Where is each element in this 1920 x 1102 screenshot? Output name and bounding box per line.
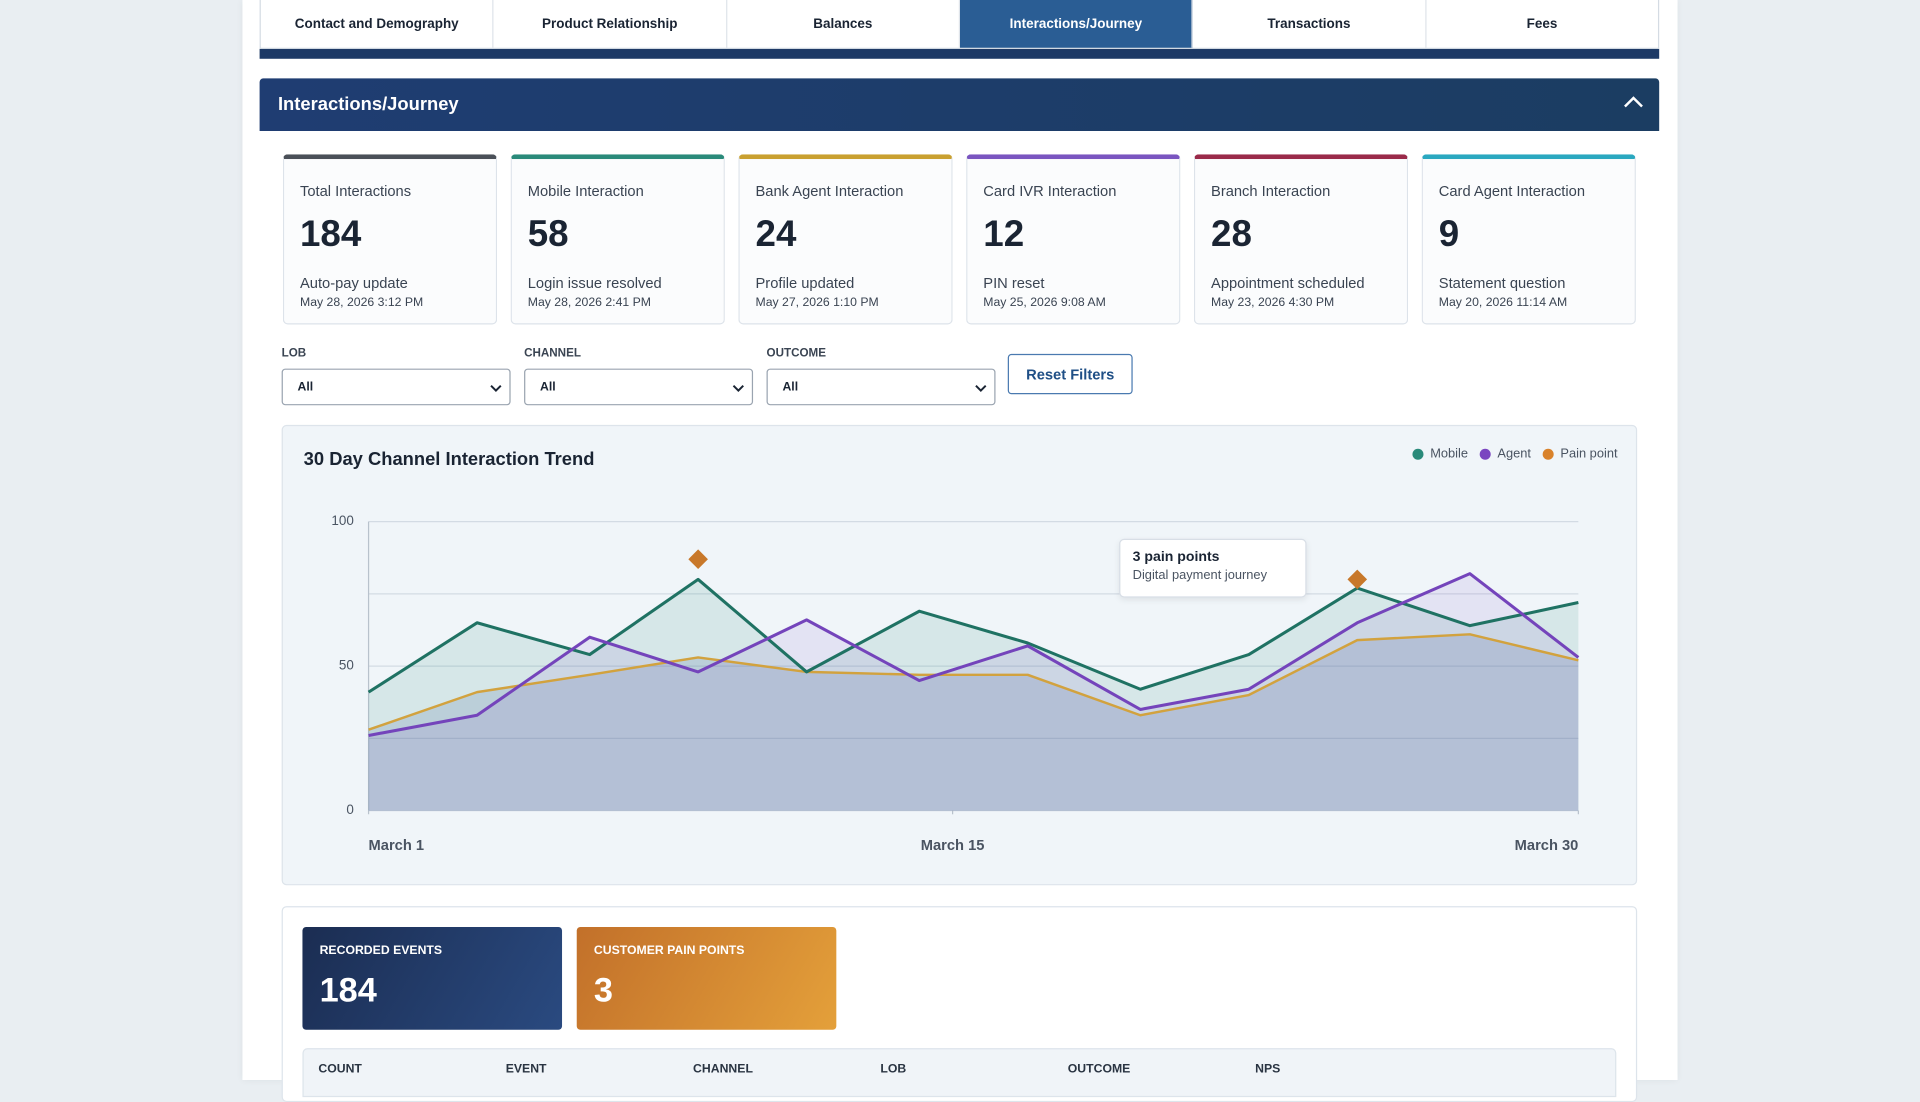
tab[interactable]: Balances: [727, 0, 960, 48]
kpi-label: Bank Agent Interaction: [755, 182, 904, 200]
kpi-label: Branch Interaction: [1211, 182, 1331, 200]
kpi-date: May 20, 2026 11:14 AM: [1438, 296, 1568, 310]
summary-label: RECORDED EVENTS: [319, 944, 443, 958]
kpi-card: Mobile Interaction 58 Login issue resolved…: [510, 154, 725, 325]
filter-value: All: [540, 380, 556, 395]
line: [368, 633, 1579, 731]
legend-label: Agent: [1497, 446, 1531, 461]
column-header: NPS: [1255, 1062, 1281, 1077]
pain-marker: [1347, 569, 1368, 590]
y-tick-label: 50: [339, 658, 354, 673]
tab[interactable]: Transactions: [1193, 0, 1427, 48]
column-header: COUNT: [318, 1062, 362, 1077]
filter-label: LOB: [281, 346, 307, 360]
summary-value: 184: [319, 971, 377, 1009]
column-header: EVENT: [505, 1062, 547, 1077]
kpi-value: 58: [527, 214, 569, 255]
tab[interactable]: Interactions/Journey: [959, 0, 1194, 48]
chart-panel: 30 Day Channel Interaction Trend 0 50 100 Ma…: [281, 424, 1638, 886]
kpi-date: May 28, 2026 2:41 PM: [527, 296, 651, 310]
x-tick-label: March 15: [921, 838, 985, 854]
summary-tile: RECORDED EVENTS 184: [302, 926, 563, 1030]
legend-swatch: [1479, 448, 1491, 460]
kpi-card: Card IVR Interaction 12 PIN reset May 25, 2…: [966, 154, 1181, 325]
tooltip-title: 3 pain points: [1132, 549, 1220, 565]
x-tick-label: March 1: [369, 838, 425, 854]
dropdown-icon: [732, 385, 744, 392]
kpi-detail: Login issue resolved: [527, 274, 662, 292]
summary-tile: CUSTOMER PAIN POINTS 3: [576, 926, 837, 1030]
tab-underline: [259, 48, 1660, 59]
filter-label: CHANNEL: [524, 346, 581, 360]
collapse-icon[interactable]: [1622, 93, 1644, 110]
filter-select[interactable]: All: [281, 368, 511, 406]
section-title: Interactions/Journey: [277, 94, 459, 116]
kpi-date: May 25, 2026 9:08 AM: [983, 296, 1106, 310]
kpi-detail: PIN reset: [983, 274, 1045, 292]
legend-swatch: [1542, 448, 1554, 460]
kpi-detail: Appointment scheduled: [1211, 274, 1365, 292]
filter-label: OUTCOME: [766, 346, 826, 360]
kpi-card: Branch Interaction 28 Appointment schedule…: [1193, 154, 1409, 325]
area: [368, 573, 1579, 811]
kpi-label: Total Interactions: [300, 182, 412, 200]
legend-swatch: [1412, 448, 1424, 460]
kpi-date: May 27, 2026 1:10 PM: [755, 296, 879, 310]
column-header: CHANNEL: [693, 1062, 753, 1077]
x-tick-label: March 30: [1515, 838, 1579, 854]
kpi-card: Card Agent Interaction 9 Statement questio…: [1421, 154, 1636, 325]
chart: 30 Day Channel Interaction Trend 0 50 100 Ma…: [304, 446, 1618, 854]
line: [368, 572, 1580, 737]
filter-value: All: [782, 380, 799, 395]
column-header: OUTCOME: [1067, 1062, 1131, 1077]
area: [368, 634, 1579, 811]
summary-label: CUSTOMER PAIN POINTS: [593, 944, 745, 958]
dropdown-icon: [975, 385, 987, 392]
kpi-detail: Auto-pay update: [300, 274, 408, 292]
kpi-value: 12: [983, 214, 1025, 255]
kpi-detail: Profile updated: [755, 274, 855, 292]
filter-select[interactable]: All: [524, 368, 754, 406]
y-tick-label: 0: [346, 802, 353, 817]
section-header[interactable]: Interactions/Journey: [259, 78, 1660, 132]
dropdown-icon: [490, 385, 502, 392]
tab[interactable]: Product Relationship: [494, 0, 727, 48]
summary-value: 3: [593, 971, 613, 1009]
table-header: COUNT EVENT CHANNEL LOB OUTCOME NPS: [302, 1048, 1617, 1098]
tooltip: 3 pain points Digital payment journey: [1119, 538, 1307, 598]
tab[interactable]: Fees: [1526, 16, 1558, 32]
kpi-card: Bank Agent Interaction 24 Profile updated M…: [738, 154, 953, 325]
pain-marker: [688, 549, 708, 569]
kpi-label: Card IVR Interaction: [983, 182, 1117, 200]
legend-label: Pain point: [1560, 446, 1618, 461]
kpi-value: 184: [300, 214, 362, 255]
filter-value: All: [297, 380, 314, 395]
kpi-label: Mobile Interaction: [527, 182, 644, 200]
tab-bar: Contact and Demography Product Relationsh…: [259, 0, 1660, 49]
tab[interactable]: Contact and Demography: [261, 0, 494, 48]
kpi-value: 24: [755, 214, 797, 255]
kpi-detail: Statement question: [1438, 274, 1566, 292]
kpi-label: Card Agent Interaction: [1438, 182, 1586, 200]
y-tick-label: 100: [331, 513, 353, 528]
reset-button[interactable]: Reset Filters: [1007, 353, 1133, 395]
column-header: LOB: [880, 1062, 907, 1077]
tooltip-subtitle: Digital payment journey: [1132, 568, 1268, 583]
filter-select[interactable]: All: [766, 368, 996, 406]
kpi-card: Total Interactions 184 Auto-pay update May …: [282, 154, 498, 325]
kpi-value: 9: [1438, 214, 1460, 255]
legend-label: Mobile: [1430, 446, 1468, 461]
kpi-date: May 28, 2026 3:12 PM: [300, 296, 424, 310]
kpi-value: 28: [1211, 214, 1252, 255]
chart-title: 30 Day Channel Interaction Trend: [304, 448, 595, 469]
area: [368, 579, 1579, 811]
kpi-date: May 23, 2026 4:30 PM: [1211, 296, 1335, 310]
